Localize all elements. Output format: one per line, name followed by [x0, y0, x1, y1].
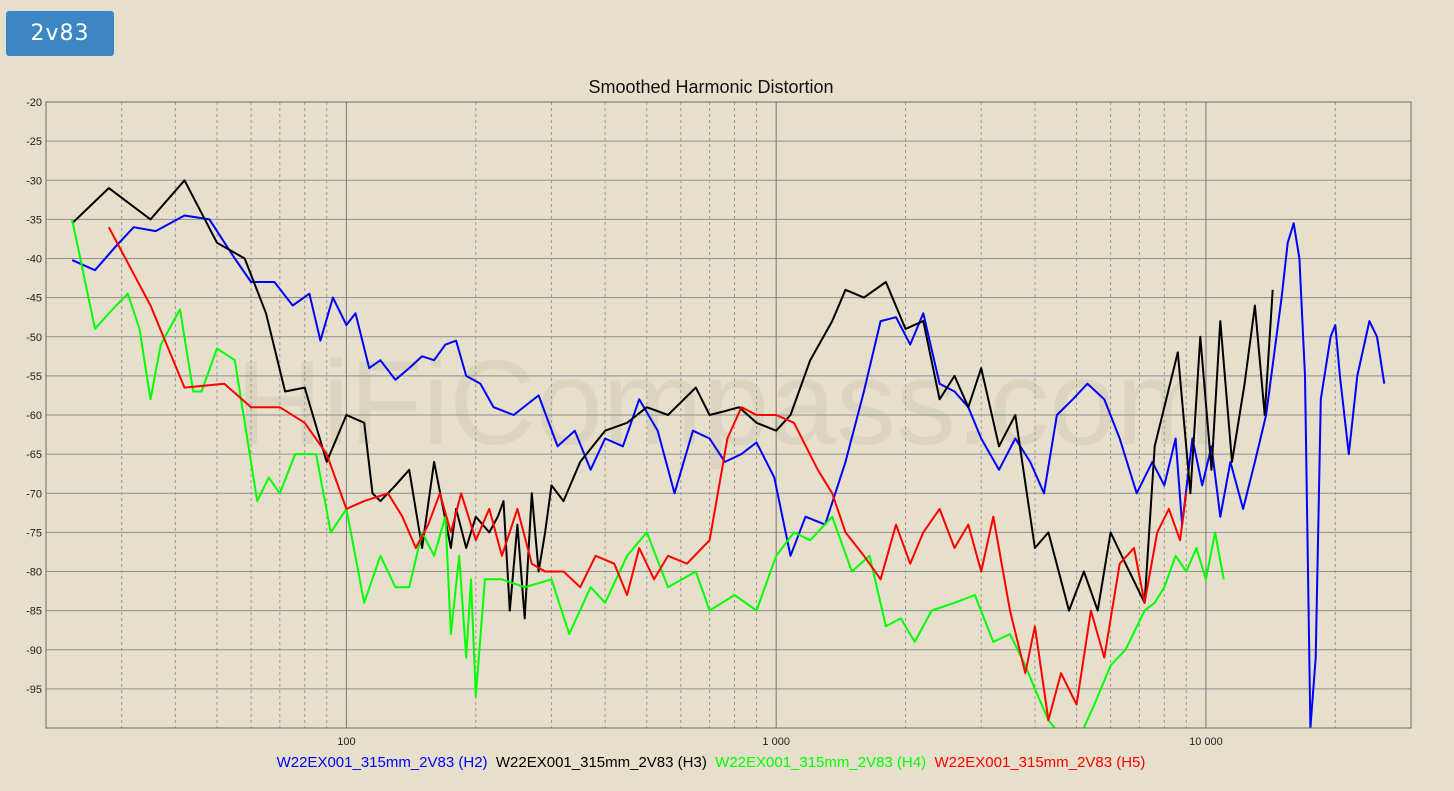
- y-tick-label: -60: [26, 410, 42, 422]
- legend-text: W22EX001_315mm_2V83 (H2) W22EX001_315mm_…: [277, 754, 1146, 771]
- version-badge: 2v83: [6, 11, 114, 56]
- plot-frame: [45, 101, 1412, 729]
- y-tick-label: -20: [26, 97, 42, 109]
- legend-entry: W22EX001_315mm_2V83 (H2): [277, 754, 496, 771]
- y-tick-label: -55: [26, 371, 42, 383]
- x-tick-label: 100: [337, 736, 355, 748]
- series-line-4: [71, 219, 1225, 728]
- y-tick-label: -50: [26, 332, 42, 344]
- y-tick-label: -75: [26, 527, 42, 539]
- y-tick-label: -85: [26, 606, 42, 618]
- series-group: [71, 179, 1386, 728]
- y-tick-label: -90: [26, 645, 42, 657]
- y-tick-label: -30: [26, 175, 42, 187]
- x-axis-ticks: 100 1 000 10 000: [337, 736, 1223, 748]
- y-tick-label: -35: [26, 214, 42, 226]
- y-tick-label: -25: [26, 136, 42, 148]
- series-line-2: [71, 214, 1386, 728]
- series-line-3: [71, 179, 1274, 620]
- y-tick-label: -70: [26, 488, 42, 500]
- harmonic-distortion-chart: HiFiCompass.com Smoothed Harmonic Distor…: [6, 64, 1448, 782]
- legend-entry: W22EX001_315mm_2V83 (H3): [496, 754, 715, 771]
- chart-panel: HiFiCompass.com Smoothed Harmonic Distor…: [6, 64, 1448, 782]
- legend: W22EX001_315mm_2V83 (H2) W22EX001_315mm_…: [277, 754, 1146, 771]
- y-tick-label: -40: [26, 254, 42, 266]
- y-tick-label: -95: [26, 684, 42, 696]
- y-tick-label: -45: [26, 293, 42, 305]
- legend-entry: W22EX001_315mm_2V83 (H5): [934, 754, 1145, 771]
- y-tick-label: -80: [26, 567, 42, 579]
- chart-title: Smoothed Harmonic Distortion: [588, 77, 833, 97]
- legend-entry: W22EX001_315mm_2V83 (H4): [715, 754, 934, 771]
- y-tick-label: -65: [26, 449, 42, 461]
- series-line-5: [107, 226, 1188, 722]
- x-tick-label: 10 000: [1189, 736, 1223, 748]
- x-tick-label: 1 000: [762, 736, 790, 748]
- y-axis-ticks: -20 -25 -30 -35 -40 -45 -50 -55 -60 -65 -70 -75 -80 -…: [26, 97, 42, 696]
